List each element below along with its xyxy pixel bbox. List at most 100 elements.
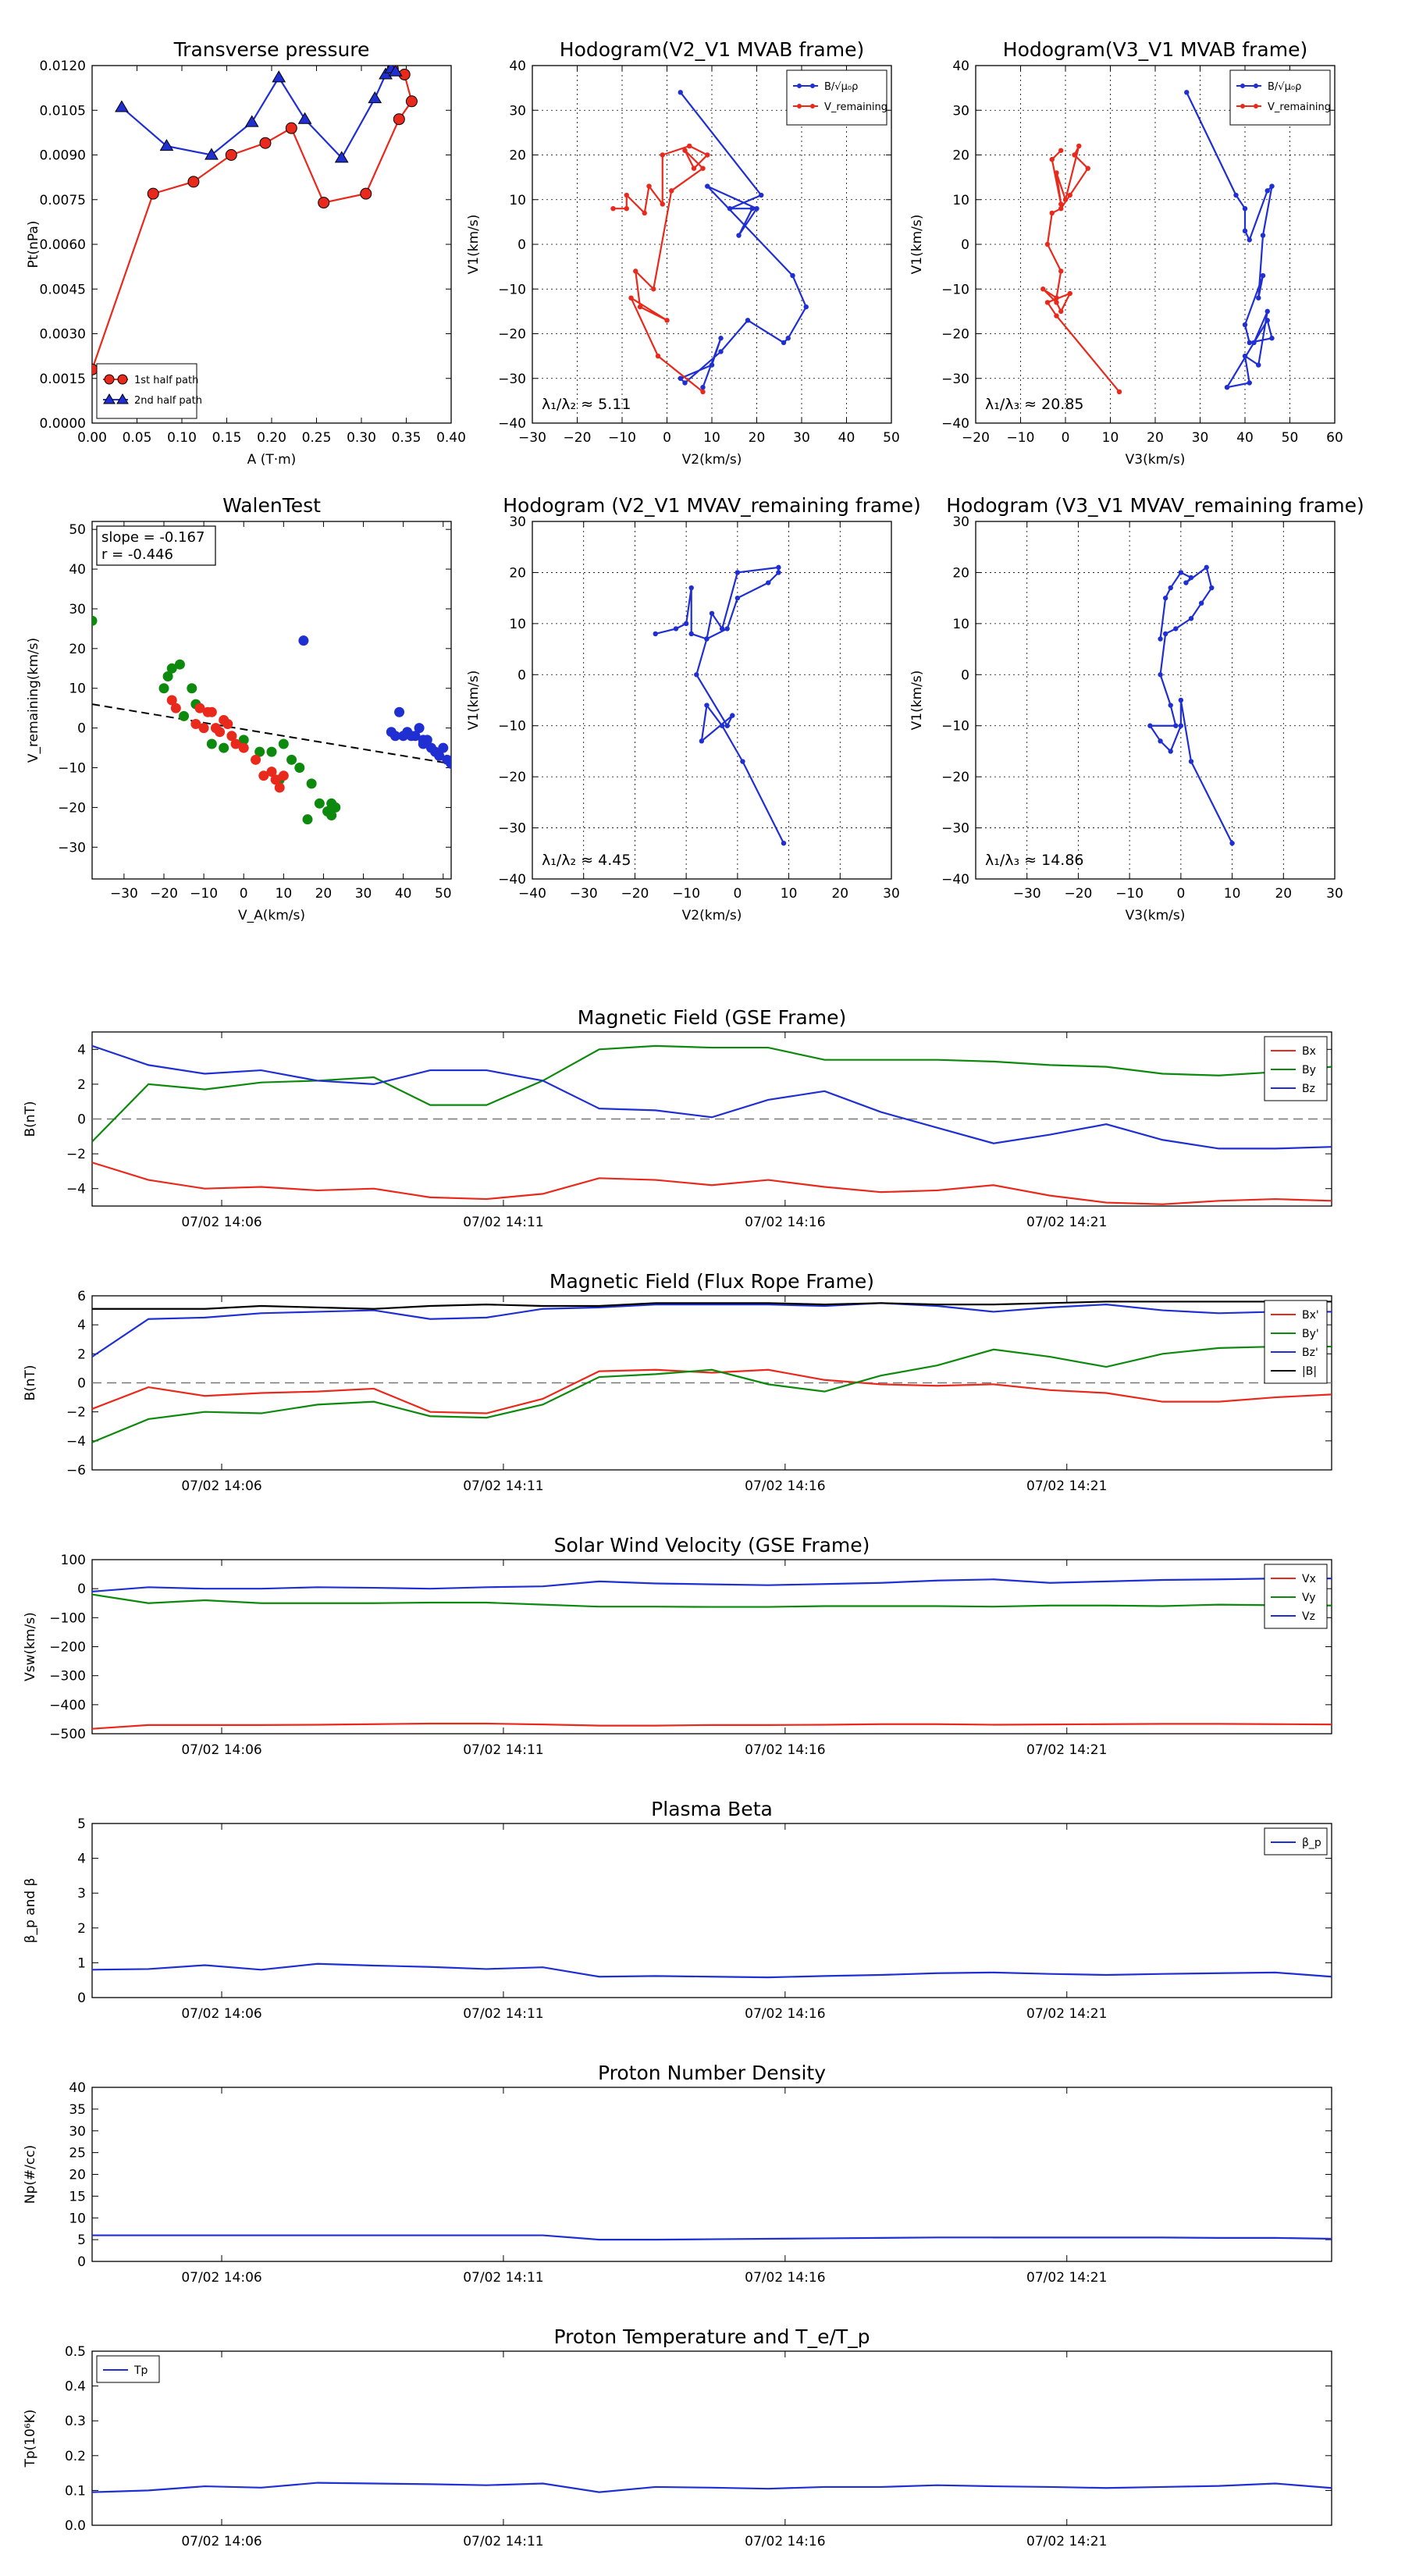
- data-point: [683, 621, 689, 627]
- data-point: [688, 631, 694, 637]
- legend-label: By: [1302, 1064, 1316, 1076]
- x-tick-label: −40: [518, 886, 546, 902]
- data-point: [682, 148, 688, 153]
- data-point: [368, 91, 382, 104]
- data-point: [705, 183, 710, 189]
- chart-title: Hodogram(V2_V1 MVAB frame): [560, 38, 864, 61]
- x-tick-label: 50: [1282, 430, 1299, 446]
- data-point: [1173, 626, 1179, 632]
- series-line: [91, 1962, 1332, 1979]
- y-axis-label: V1(km/s): [909, 671, 925, 731]
- data-point: [1072, 152, 1077, 158]
- data-point: [682, 380, 688, 386]
- legend-label: By': [1302, 1328, 1319, 1340]
- y-tick-label: 40: [509, 59, 526, 74]
- data-point: [718, 336, 724, 341]
- legend-label: B/√μ₀ρ: [824, 81, 858, 93]
- y-tick-label: 0.0045: [40, 282, 86, 297]
- data-point: [1224, 385, 1230, 390]
- data-point: [258, 770, 269, 781]
- eigen-ratio-annotation: λ₁/λ₃ ≈ 20.85: [985, 396, 1084, 413]
- data-point: [115, 100, 129, 112]
- y-tick-label: 0.0060: [40, 237, 86, 253]
- x-tick-label: 07/02 14:16: [745, 1742, 825, 1758]
- data-point: [318, 197, 330, 209]
- data-point: [388, 66, 403, 76]
- chart-title: Magnetic Field (GSE Frame): [578, 1006, 846, 1029]
- y-tick-label: 0.5: [65, 2344, 86, 2360]
- x-tick-label: 10: [781, 886, 798, 902]
- y-tick-label: 20: [69, 2168, 86, 2183]
- y-tick-label: 20: [952, 148, 969, 164]
- data-point: [1247, 237, 1252, 243]
- chart-title: Hodogram (V3_V1 MVAV_remaining frame): [946, 494, 1364, 517]
- y-tick-label: −40: [941, 416, 969, 432]
- data-point: [1188, 575, 1194, 581]
- data-point: [278, 738, 289, 749]
- data-point: [687, 143, 692, 149]
- data-point: [1085, 165, 1090, 171]
- x-tick-label: 50: [883, 430, 900, 446]
- legend-label: V_remaining: [824, 101, 887, 113]
- data-point: [776, 570, 781, 575]
- y-tick-label: −4: [66, 1434, 86, 1450]
- y-tick-label: 0: [77, 1991, 86, 2006]
- x-tick-label: 07/02 14:06: [181, 2534, 261, 2549]
- y-tick-label: 40: [69, 2080, 86, 2096]
- x-tick-label: 40: [838, 430, 855, 446]
- y-tick-label: −30: [58, 840, 86, 856]
- data-point: [790, 272, 795, 279]
- legend: 1st half path 2nd half path: [96, 363, 202, 419]
- y-tick-label: 2: [77, 1921, 86, 1937]
- data-point: [1058, 308, 1064, 315]
- data-point: [1158, 738, 1163, 744]
- data-point: [673, 626, 679, 632]
- series-line: [91, 1162, 1332, 1205]
- legend-label: 2nd half path: [134, 395, 202, 407]
- y-tick-label: 0: [77, 1112, 86, 1128]
- x-axis-label: V_A(km/s): [238, 908, 305, 923]
- x-tick-label: 07/02 14:11: [463, 1742, 543, 1758]
- x-tick-label: 07/02 14:06: [181, 2006, 261, 2022]
- data-point: [1067, 192, 1072, 198]
- data-point: [1058, 206, 1064, 212]
- y-tick-label: 6: [77, 1289, 86, 1304]
- legend-label: 1st half path: [134, 375, 198, 386]
- series-line: [678, 91, 807, 388]
- legend: B/√μ₀ρ V_remaining: [1229, 69, 1331, 126]
- x-tick-label: 20: [1275, 886, 1292, 902]
- data-point: [745, 318, 751, 323]
- data-point: [735, 570, 741, 575]
- legend-label: Bx: [1302, 1045, 1316, 1058]
- data-point: [1116, 389, 1122, 395]
- data-point: [174, 659, 185, 670]
- x-tick-label: 30: [1326, 886, 1343, 902]
- legend-marker: [1240, 104, 1245, 109]
- data-point: [294, 763, 305, 774]
- x-tick-label: 0.35: [392, 430, 422, 446]
- eigen-ratio-annotation: λ₁/λ₂ ≈ 4.45: [542, 852, 631, 869]
- data-point: [718, 349, 724, 354]
- data-point: [633, 269, 638, 274]
- x-tick-label: 07/02 14:21: [1026, 2534, 1107, 2549]
- y-tick-label: 20: [509, 148, 526, 164]
- y-axis-label: V1(km/s): [466, 671, 482, 731]
- data-point: [1242, 206, 1248, 212]
- data-point: [1076, 143, 1082, 149]
- y-tick-label: −4: [66, 1182, 86, 1197]
- series-line: [91, 1368, 1332, 1414]
- chart-4: −40 −30 −20 −10 0 10 20 30−40−30−20−100102030Ho…: [466, 494, 921, 923]
- y-tick-label: 30: [69, 602, 86, 617]
- data-point: [314, 798, 325, 809]
- x-tick-label: 20: [315, 886, 333, 902]
- x-tick-label: 0.25: [302, 430, 332, 446]
- x-axis-label: V2(km/s): [682, 908, 742, 923]
- legend: β_p: [1264, 1827, 1328, 1856]
- y-tick-label: 5: [77, 1816, 86, 1832]
- data-point: [410, 731, 421, 742]
- data-point: [244, 115, 259, 127]
- data-point: [187, 176, 200, 188]
- legend-box: [1229, 69, 1331, 126]
- y-tick-label: 30: [69, 2124, 86, 2140]
- data-point: [700, 385, 706, 390]
